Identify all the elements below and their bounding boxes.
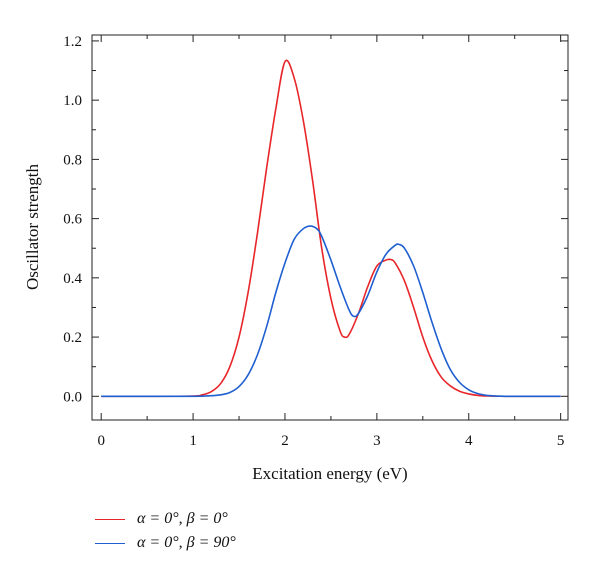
x-tick-label: 3 [373,433,381,449]
x-tick-label: 4 [465,433,473,449]
y-tick-label: 1.0 [63,93,82,109]
series-layer [101,59,561,398]
legend-item-series-2: α = 0°, β = 90° [95,531,236,555]
y-tick-label: 0.0 [63,389,82,405]
x-tick-label: 2 [281,433,289,449]
legend-item-series-1: α = 0°, β = 0° [95,507,236,531]
y-tick-label: 0.6 [63,212,82,228]
legend-swatch-series-2 [95,542,125,544]
y-tick-label: 0.8 [63,152,82,168]
x-tick-label: 0 [97,433,105,449]
y-axis-title: Oscillator strength [23,163,42,290]
legend-label-series-1: α = 0°, β = 0° [137,510,228,527]
legend-label-series-2: α = 0°, β = 90° [137,534,236,551]
y-tick-label: 0.4 [63,271,82,287]
series-line-1 [101,59,561,398]
legend-swatch-series-1 [95,518,125,520]
legend: α = 0°, β = 0° α = 0°, β = 90° [95,507,236,555]
oscillator-strength-chart: 0 1 2 3 4 5 0.0 0.2 0.4 0.6 0.8 1.0 1.2 Excitation e… [23,34,569,483]
x-axis-title: Excitation energy (eV) [252,464,407,483]
plot-frame [91,34,569,421]
x-tick-label: 5 [557,433,565,449]
axis-tick-labels: 0 1 2 3 4 5 0.0 0.2 0.4 0.6 0.8 1.0 1.2 [63,34,564,449]
y-tick-label: 0.2 [63,330,82,346]
series-line-2 [101,225,561,398]
x-tick-label: 1 [189,433,197,449]
y-tick-label: 1.2 [63,34,82,50]
axis-ticks [92,35,568,420]
